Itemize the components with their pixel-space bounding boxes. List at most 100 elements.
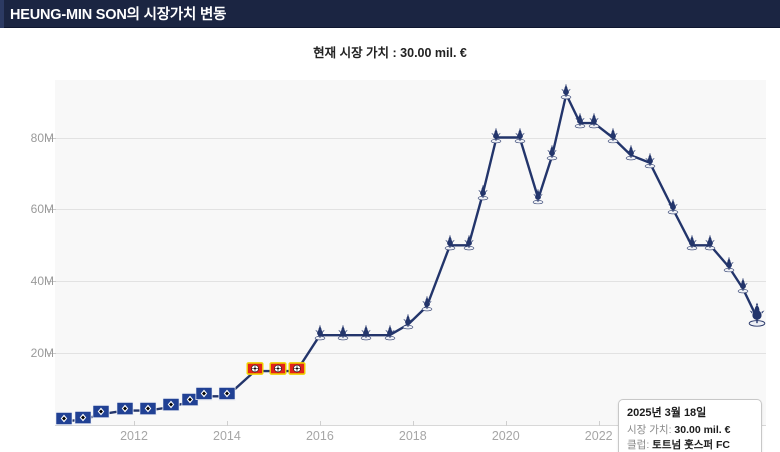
data-point-marker[interactable] <box>476 184 490 206</box>
data-point-marker[interactable] <box>218 387 236 405</box>
leverkusen-logo-icon <box>246 362 264 375</box>
data-point-marker[interactable] <box>288 362 306 381</box>
gridline <box>55 137 766 139</box>
hsv-logo-icon <box>195 387 213 401</box>
data-point-marker[interactable] <box>443 235 457 257</box>
y-tick-label: 40M <box>30 274 54 289</box>
x-tick-mark <box>412 421 414 426</box>
tottenham-logo-icon <box>748 302 765 327</box>
tooltip-value: 30.00 mil. € <box>674 423 731 436</box>
data-point-marker[interactable] <box>736 278 750 300</box>
leverkusen-logo-icon <box>269 362 287 375</box>
x-tick-mark <box>598 421 600 426</box>
data-point-marker[interactable] <box>722 256 736 278</box>
y-tick-mark <box>47 209 56 211</box>
data-point-marker[interactable] <box>513 127 527 149</box>
data-point-marker[interactable] <box>116 401 134 420</box>
tottenham-logo-icon <box>667 199 679 215</box>
tottenham-logo-icon <box>723 256 735 273</box>
data-point-marker[interactable] <box>246 362 264 381</box>
data-point-marker[interactable] <box>401 314 415 336</box>
data-point-marker[interactable] <box>139 401 157 420</box>
data-point-marker[interactable] <box>462 235 476 257</box>
x-tick-label: 2018 <box>398 429 427 443</box>
hsv-logo-icon <box>92 405 110 419</box>
tottenham-logo-icon <box>463 235 474 251</box>
tottenham-logo-icon <box>402 314 414 330</box>
data-point-marker[interactable] <box>383 324 397 346</box>
header-bar: HEUNG-MIN SON의 시장가치 변동 <box>0 0 780 28</box>
tottenham-logo-icon <box>644 152 656 168</box>
data-point-marker[interactable] <box>74 410 92 428</box>
data-point-marker[interactable] <box>573 112 587 134</box>
data-point-marker[interactable] <box>559 84 573 106</box>
current-market-value-subtitle: 현재 시장 가치 : 30.00 mil. € <box>313 46 467 60</box>
tottenham-logo-icon <box>444 235 456 251</box>
tottenham-logo-icon <box>588 113 600 129</box>
data-point-marker[interactable] <box>531 188 545 210</box>
datapoint-tooltip: 2025년 3월 18일 시장 가치: 30.00 mil. € 클럽: 토트넘… <box>618 399 762 452</box>
hsv-logo-icon <box>218 387 236 401</box>
data-point-marker[interactable] <box>489 127 503 149</box>
tooltip-club: 토트넘 훗스퍼 FC <box>652 438 730 451</box>
x-axis-line <box>55 425 766 426</box>
y-tick-label: 60M <box>30 202 54 217</box>
y-tick-label: 80M <box>30 130 54 145</box>
gridline <box>55 353 766 355</box>
x-tick-mark <box>226 421 228 426</box>
x-tick-label: 2016 <box>305 429 334 443</box>
data-point-marker[interactable] <box>606 127 620 149</box>
tottenham-logo-icon <box>533 188 544 204</box>
data-point-marker[interactable] <box>336 324 350 346</box>
data-point-marker[interactable] <box>313 324 327 346</box>
data-point-marker[interactable] <box>269 362 287 381</box>
tooltip-club-row: 클럽: 토트넘 훗스퍼 FC <box>627 438 730 451</box>
tottenham-logo-icon <box>477 184 488 201</box>
tooltip-date: 2025년 3월 18일 <box>627 407 707 419</box>
market-value-line <box>64 93 758 423</box>
tottenham-logo-icon <box>686 235 697 251</box>
tottenham-logo-icon <box>361 325 372 341</box>
tooltip-value-row: 시장 가치: 30.00 mil. € <box>627 423 731 436</box>
data-point-marker[interactable] <box>545 145 559 167</box>
hsv-logo-icon <box>74 410 92 424</box>
x-tick-mark <box>134 421 135 426</box>
y-tick-mark <box>47 137 56 139</box>
tottenham-logo-icon <box>337 325 349 341</box>
data-point-marker[interactable] <box>685 235 699 257</box>
data-point-marker[interactable] <box>162 397 180 416</box>
data-point-marker[interactable] <box>92 405 110 423</box>
series-line <box>64 93 758 423</box>
data-point-marker[interactable] <box>55 412 73 430</box>
data-point-marker[interactable] <box>703 235 717 257</box>
x-tick-mark <box>505 421 507 426</box>
tottenham-logo-icon <box>421 296 433 312</box>
data-point-marker[interactable] <box>643 152 657 174</box>
data-point-marker[interactable] <box>181 392 199 411</box>
hsv-logo-icon <box>181 392 199 406</box>
x-tick-label: 2012 <box>120 429 148 443</box>
tooltip-value-label: 시장 가치 <box>627 423 669 436</box>
data-point-marker[interactable] <box>420 296 434 318</box>
x-tick-label: 2014 <box>213 429 241 443</box>
hsv-logo-icon <box>116 401 134 415</box>
tottenham-logo-icon <box>607 127 618 143</box>
data-point-marker[interactable] <box>195 387 213 405</box>
gridline <box>55 281 766 283</box>
data-point-marker[interactable] <box>624 145 638 167</box>
data-point-marker[interactable] <box>587 112 601 134</box>
tooltip-club-label: 클럽 <box>627 438 647 451</box>
y-tick-mark <box>47 353 56 355</box>
hsv-logo-icon <box>55 412 73 426</box>
data-point-marker[interactable] <box>746 302 768 333</box>
y-tick-mark <box>47 281 56 283</box>
header-accent-bar <box>0 0 4 28</box>
tottenham-logo-icon <box>625 145 637 161</box>
data-point-marker[interactable] <box>666 199 680 221</box>
data-point-marker[interactable] <box>359 324 373 346</box>
y-tick-label: 20M <box>30 346 54 361</box>
x-tick-mark <box>319 421 321 426</box>
chart-area: 20M 40M 60M 80M 2012 2014 2016 2018 2020 2022 202… <box>0 72 780 452</box>
tottenham-logo-icon <box>737 278 749 294</box>
